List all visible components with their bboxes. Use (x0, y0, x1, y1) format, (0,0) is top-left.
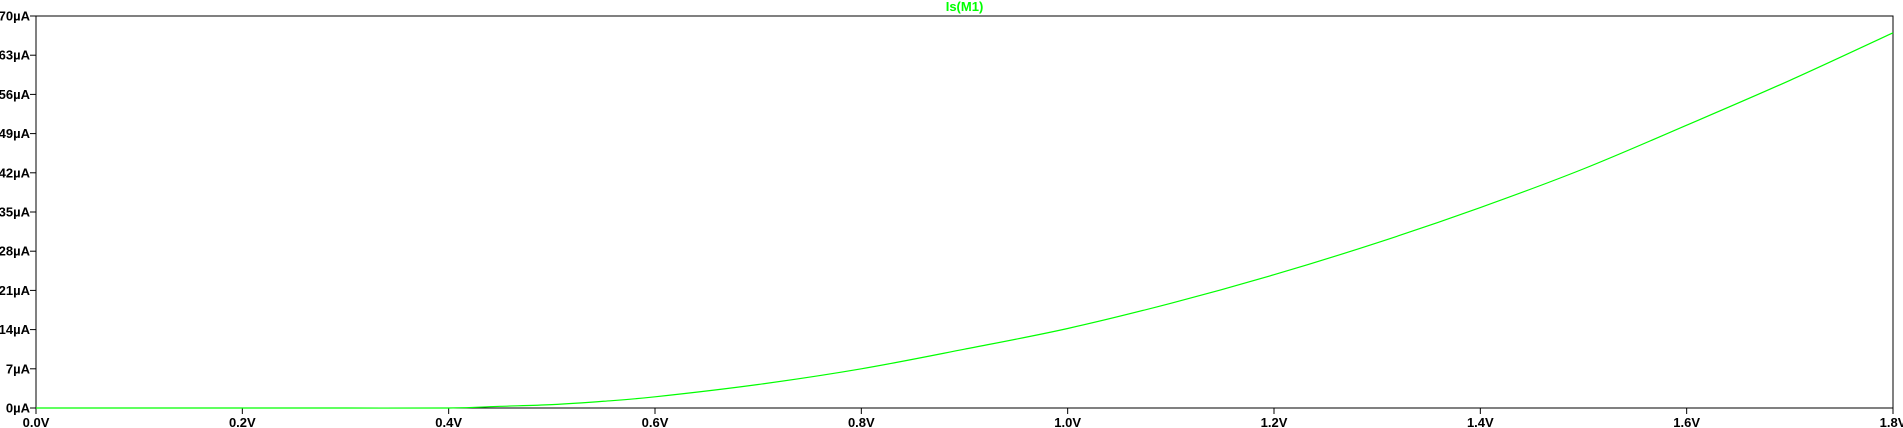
y-tick-label: 49µA (0, 126, 31, 141)
x-tick-label: 0.0V (23, 415, 50, 428)
x-axis-ticks: 0.0V 0.2V 0.4V 0.6V 0.8V 1.0V 1.2V 1.4V 1.6V 1.8V (23, 408, 1903, 428)
y-tick-label: 21µA (0, 283, 31, 298)
trace-layer (36, 32, 1894, 409)
x-tick-label: 1.2V (1261, 415, 1288, 428)
y-tick-label: 14µA (0, 322, 31, 337)
x-tick-label: 1.6V (1673, 415, 1700, 428)
y-tick-label: 42µA (0, 165, 31, 180)
x-tick-label: 0.4V (435, 415, 462, 428)
x-tick-label: 0.8V (848, 415, 875, 428)
x-tick-label: 1.0V (1054, 415, 1081, 428)
trace-label[interactable]: Is(M1) (946, 0, 984, 14)
trace-line (36, 32, 1894, 409)
y-axis-ticks: 0µA 7µA 14µA 21µA 28µA 35µA 42µA 49µA 56µA 63µA 70… (0, 9, 36, 416)
x-tick-label: 1.4V (1467, 415, 1494, 428)
y-tick-label: 56µA (0, 87, 31, 102)
x-tick-label: 0.2V (229, 415, 256, 428)
x-tick-label: 0.6V (642, 415, 669, 428)
y-tick-label: 28µA (0, 244, 31, 259)
y-tick-label: 63µA (0, 48, 31, 63)
y-tick-label: 7µA (6, 361, 31, 376)
trace-labels[interactable]: Is(M1) (946, 0, 984, 14)
y-tick-label: 70µA (0, 9, 31, 24)
y-tick-label: 35µA (0, 205, 31, 220)
x-tick-label: 1.8V (1880, 415, 1903, 428)
y-tick-label: 0µA (6, 401, 31, 416)
